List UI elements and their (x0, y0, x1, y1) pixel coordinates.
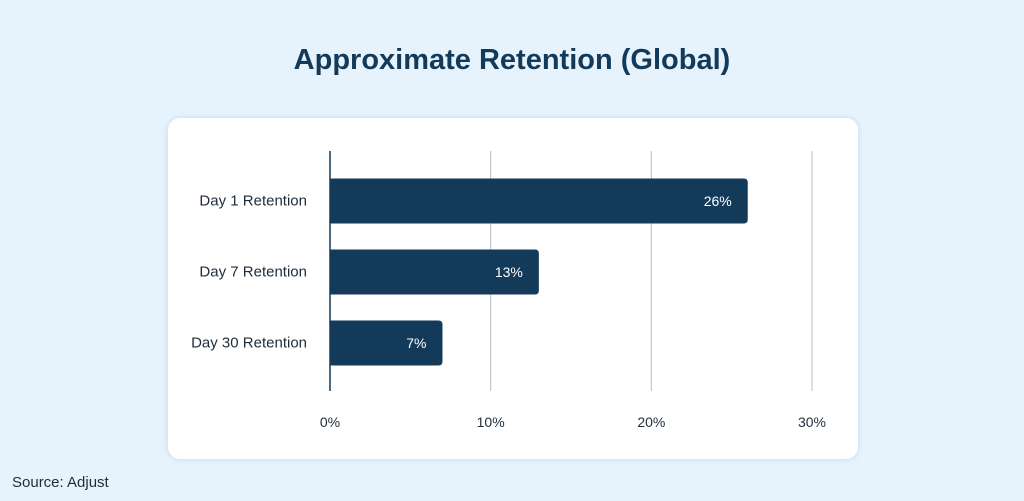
x-tick-label-1: 10% (477, 414, 505, 430)
category-label-0: Day 1 Retention (199, 193, 307, 210)
x-tick-label-2: 20% (637, 414, 665, 430)
bar-chart: 26% Day 1 Retention 13% Day 7 Retention 7% Da… (191, 151, 826, 430)
value-label-1: 13% (495, 264, 523, 280)
chart-title: Approximate Retention (Global) (293, 44, 731, 76)
bar-2 (330, 320, 443, 366)
category-label-2: Day 30 Retention (191, 335, 307, 352)
x-tick-label-0: 0% (320, 414, 340, 430)
value-label-2: 7% (406, 335, 426, 351)
bar-1 (330, 249, 539, 295)
x-tick-label-3: 30% (798, 414, 826, 430)
value-label-0: 26% (704, 193, 732, 209)
chart-card: 26% Day 1 Retention 13% Day 7 Retention 7% Da… (168, 118, 858, 459)
bar-0 (330, 178, 748, 224)
source-note: Source: Adjust (12, 474, 109, 491)
category-label-1: Day 7 Retention (199, 264, 307, 281)
